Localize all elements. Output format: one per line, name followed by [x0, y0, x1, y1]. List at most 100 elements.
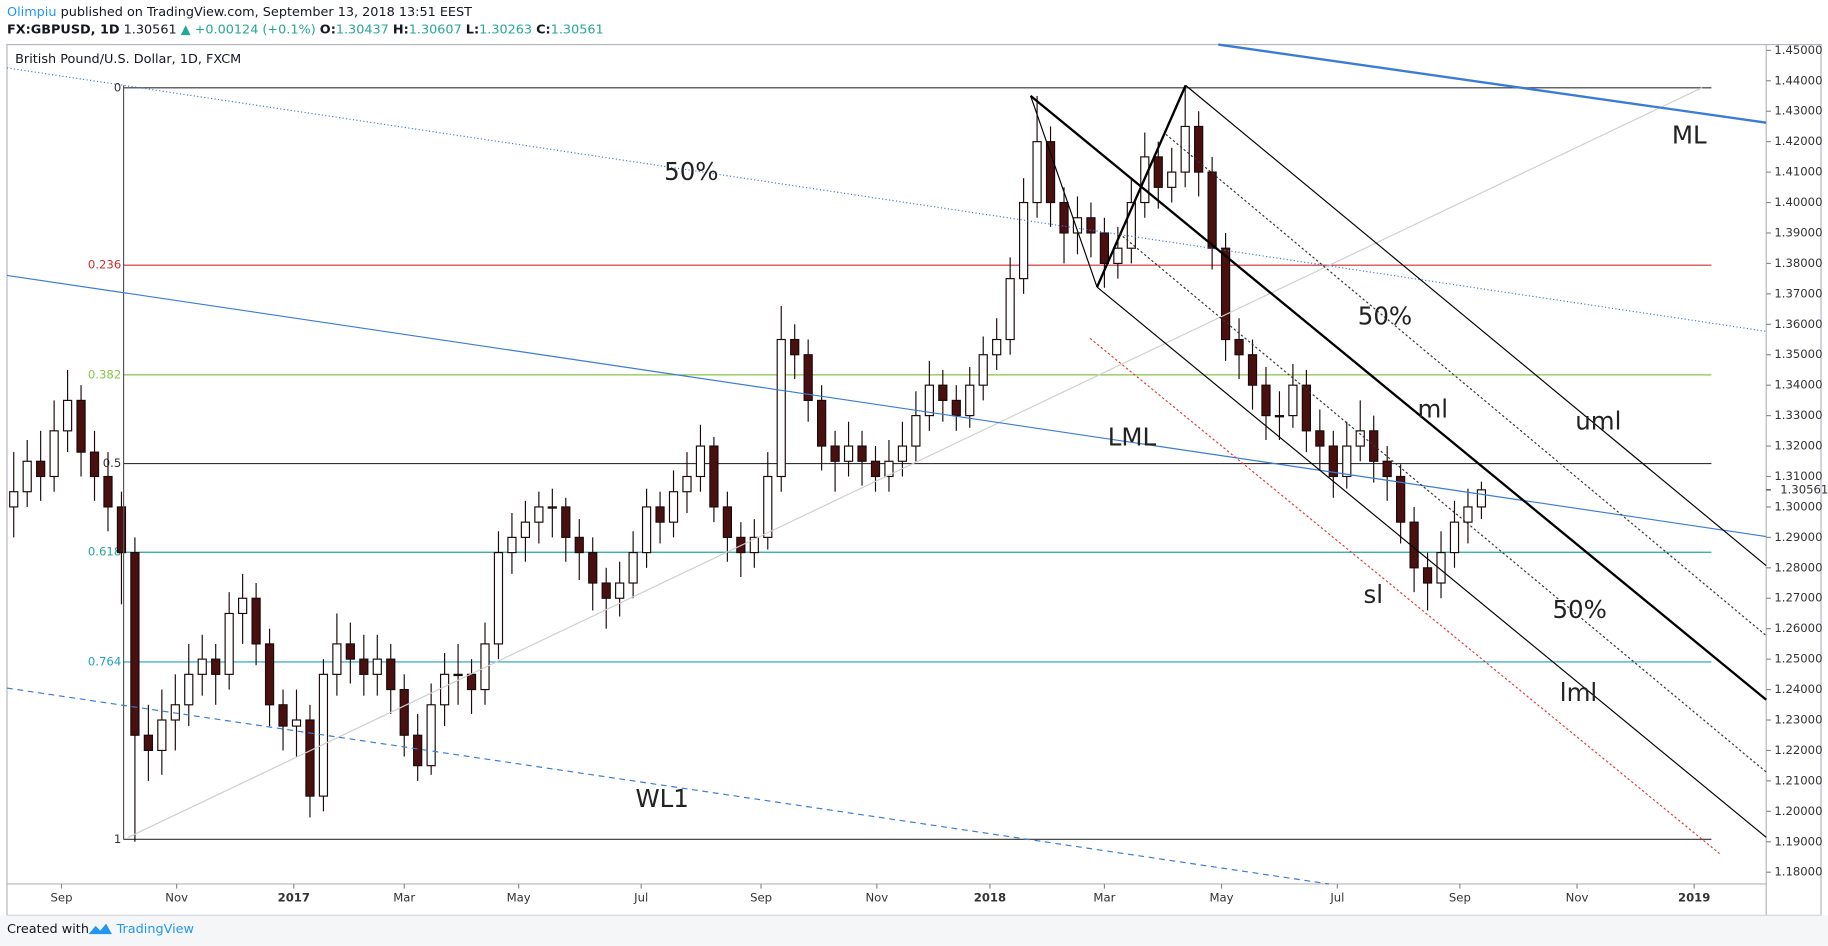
candle-body	[830, 445, 840, 462]
y-tick-label: 1.43000	[1774, 104, 1822, 118]
author-link[interactable]: Olimpiu	[7, 4, 57, 19]
l-label: L:	[466, 22, 479, 37]
y-tick-label: 1.18000	[1774, 865, 1822, 879]
arrow: ▲	[181, 22, 191, 37]
x-tick-label: Sep	[750, 890, 772, 904]
candle-body	[1274, 415, 1285, 418]
candle-body	[1449, 521, 1460, 554]
candle-body	[1005, 278, 1015, 341]
candle-body	[561, 506, 571, 538]
candle-body	[722, 506, 733, 538]
trend-line	[1218, 43, 1767, 124]
h-value: 1.30607	[409, 22, 462, 37]
candle-body	[62, 399, 73, 432]
x-tick-label: 2017	[278, 890, 310, 904]
plot-area: 0 0.236 0.382 0.5 0.618 0.764 1	[9, 80, 1712, 846]
candle-body	[507, 536, 517, 554]
annotation: 50%	[1552, 595, 1606, 624]
candle-body	[493, 552, 504, 645]
pitchfork-median	[1029, 94, 1767, 701]
c-value: 1.30561	[551, 22, 604, 37]
y-tick-label: 1.30000	[1774, 499, 1822, 513]
candle-body	[143, 734, 154, 752]
candle-body	[1099, 232, 1110, 265]
candle-body	[1086, 217, 1096, 234]
candle-body	[978, 354, 988, 386]
candle-body	[803, 354, 813, 401]
footer-bar	[0, 915, 1828, 946]
candle-body	[1234, 338, 1244, 356]
candle-body	[951, 399, 961, 417]
y-tick-label: 1.29000	[1774, 530, 1822, 544]
y-tick-label: 1.28000	[1774, 560, 1822, 574]
drawings	[6, 43, 1767, 885]
last-price-label: 1.30561	[1780, 482, 1828, 496]
chart-title: British Pound/U.S. Dollar, 1D, FXCM	[15, 52, 241, 67]
y-tick-label: 1.39000	[1774, 225, 1822, 239]
y-tick-label: 1.42000	[1774, 134, 1822, 148]
candle-body	[1045, 141, 1056, 204]
candle-body	[36, 460, 46, 478]
o-value: 1.30437	[336, 22, 389, 37]
symbol: FX:GBPUSD, 1D	[7, 22, 120, 37]
candle-body	[965, 384, 975, 417]
x-tick-label: Jul	[633, 890, 648, 904]
y-tick-label: 1.36000	[1774, 317, 1822, 331]
candle-body	[857, 445, 867, 462]
candle-body	[9, 491, 19, 508]
y-tick-label: 1.19000	[1774, 834, 1822, 848]
fib-label: 0.236	[88, 258, 121, 272]
candle-body	[709, 445, 719, 508]
candle-body	[1315, 430, 1325, 447]
candle-body	[1018, 201, 1029, 280]
candle-body	[426, 704, 436, 767]
candle-body	[1126, 201, 1136, 249]
y-tick-label: 1.37000	[1774, 286, 1822, 300]
candle-body	[1463, 506, 1473, 523]
candle-body	[897, 445, 908, 462]
annotation: WL1	[635, 784, 688, 813]
header-line-2: FX:GBPUSD, 1D 1.30561 ▲ +0.00124 (+0.1%)…	[7, 22, 604, 37]
candle-body	[238, 597, 248, 615]
candle-body	[480, 643, 490, 691]
candle-body	[534, 506, 544, 523]
y-tick-label: 1.20000	[1774, 804, 1822, 818]
candle-body	[641, 506, 652, 554]
candle-body	[211, 658, 221, 675]
y-tick-label: 1.44000	[1774, 73, 1822, 87]
candle-body	[1032, 141, 1042, 204]
change: +0.00124 (+0.1%)	[195, 22, 316, 37]
y-tick-label: 1.27000	[1774, 591, 1822, 605]
candle-body	[1059, 201, 1069, 234]
candle-body	[574, 536, 584, 554]
candle-body	[924, 384, 934, 417]
candle-body	[588, 552, 598, 584]
y-tick-label: 1.34000	[1774, 378, 1822, 392]
candle-body	[1113, 247, 1123, 265]
candle-body	[655, 506, 665, 523]
candle-body	[520, 521, 531, 538]
candle-body	[49, 430, 59, 478]
candle-body	[817, 399, 827, 447]
candle-body	[1342, 445, 1352, 478]
x-tick-label: Nov	[1566, 890, 1589, 904]
candle-body	[776, 338, 786, 478]
candle-body	[1301, 384, 1312, 432]
pitchfork-handle	[1030, 95, 1098, 288]
annotation: uml	[1575, 406, 1621, 435]
y-tick-label: 1.21000	[1774, 773, 1822, 787]
y-tick-label: 1.38000	[1774, 256, 1822, 270]
candle-body	[399, 688, 409, 736]
candle-body	[992, 338, 1002, 356]
candle-body	[547, 506, 557, 509]
pitchfork-half	[1118, 232, 1767, 773]
fib-label: 0.618	[88, 545, 121, 559]
annotation: 50%	[1358, 301, 1412, 330]
fib-label: 0.382	[88, 367, 121, 381]
trend-line	[6, 687, 1330, 885]
candle-body	[763, 475, 773, 538]
candle-body	[628, 552, 638, 584]
footer-brand[interactable]: TradingView	[116, 922, 194, 937]
